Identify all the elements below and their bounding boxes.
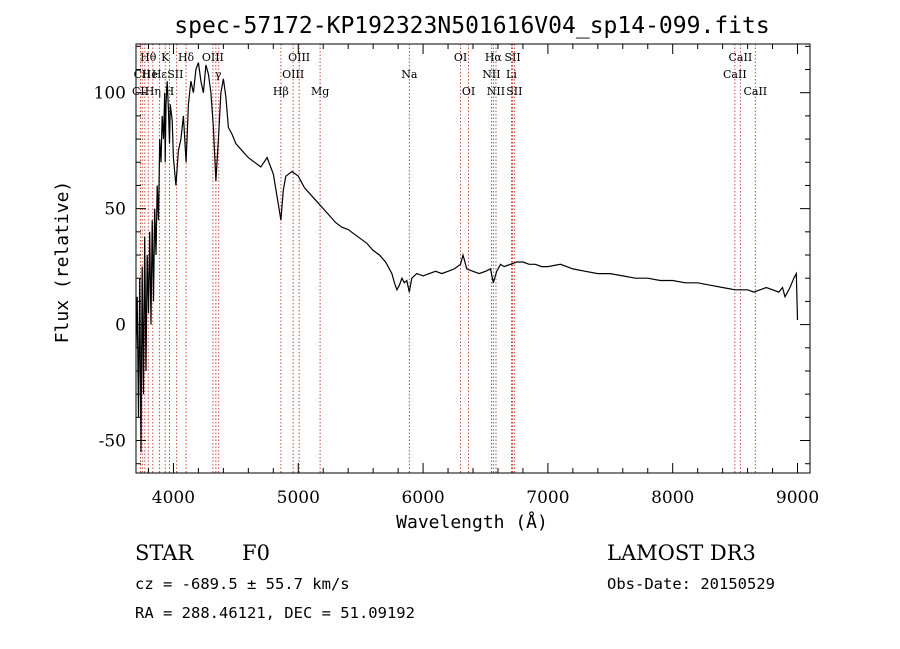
spectral-line-label: NII xyxy=(482,68,500,81)
spectral-line-label: Hθ xyxy=(140,51,157,64)
x-tick-label: 5000 xyxy=(277,488,320,508)
spectral-line-label: He xyxy=(142,68,158,81)
x-axis-label: Wavelength (Å) xyxy=(396,511,548,533)
spectral-line-label: Hε xyxy=(152,68,168,81)
spectral-line-label: SII xyxy=(504,51,520,64)
x-tick-label: 7000 xyxy=(526,488,569,508)
spectrum-line xyxy=(135,62,799,453)
spectral-line-label: Hβ xyxy=(273,85,289,98)
spectral-line-label: CaII xyxy=(723,68,747,81)
spectral-line-label: Li xyxy=(506,68,517,81)
y-tick-label: 0 xyxy=(115,316,126,336)
spectral-line-label: Mg xyxy=(311,85,329,98)
spectral-line-label: γ xyxy=(215,68,222,81)
observation-date: Obs-Date: 20150529 xyxy=(607,575,775,593)
y-tick-label: -50 xyxy=(99,432,126,452)
spectral-line-label: Hη xyxy=(145,85,161,98)
spectral-line-label: OI xyxy=(454,51,467,64)
spectral-line-label: NII xyxy=(487,85,505,98)
plot-frame xyxy=(135,43,811,474)
sky-coordinates: RA = 288.46121, DEC = 51.09192 xyxy=(135,604,415,622)
y-tick-label: 100 xyxy=(94,84,126,104)
survey-name: LAMOST DR3 xyxy=(607,541,756,565)
spectral-line-label: CaII xyxy=(729,51,753,64)
spectral-line-label: OIII xyxy=(282,68,304,81)
spectral-line-label: OI xyxy=(462,85,475,98)
redshift-velocity: cz = -689.5 ± 55.7 km/s xyxy=(135,575,350,593)
line-marker-group xyxy=(140,44,756,473)
chart-title: spec-57172-KP192323N501616V04_sp14-099.f… xyxy=(174,13,769,39)
x-tick-label: 9000 xyxy=(776,488,819,508)
spectral-subclass: F0 xyxy=(242,541,270,565)
spectral-line-label: Hα xyxy=(485,51,503,64)
spectral-line-label: SII xyxy=(506,85,522,98)
object-class: STAR xyxy=(135,541,194,565)
spectral-line-label: SII xyxy=(167,68,183,81)
spectral-line-label: H xyxy=(165,85,175,98)
spectral-line-label: OIII xyxy=(202,51,224,64)
y-axis-label: Flux (relative) xyxy=(52,181,73,344)
x-axis: 4000 5000 6000 7000 8000 9000 xyxy=(147,44,819,508)
x-tick-label: 4000 xyxy=(152,488,195,508)
spectral-line-label: Hδ xyxy=(178,51,195,64)
y-axis: -50 0 50 100 xyxy=(94,45,810,465)
spectral-line-label: K xyxy=(161,51,170,64)
x-tick-label: 6000 xyxy=(401,488,444,508)
x-tick-label: 8000 xyxy=(651,488,694,508)
y-tick-label: 50 xyxy=(104,200,126,220)
spectral-line-label: Na xyxy=(401,68,418,81)
spectral-line-label: CII xyxy=(134,68,151,81)
spectral-line-label: OIII xyxy=(288,51,310,64)
spectral-line-label: CaII xyxy=(743,85,767,98)
